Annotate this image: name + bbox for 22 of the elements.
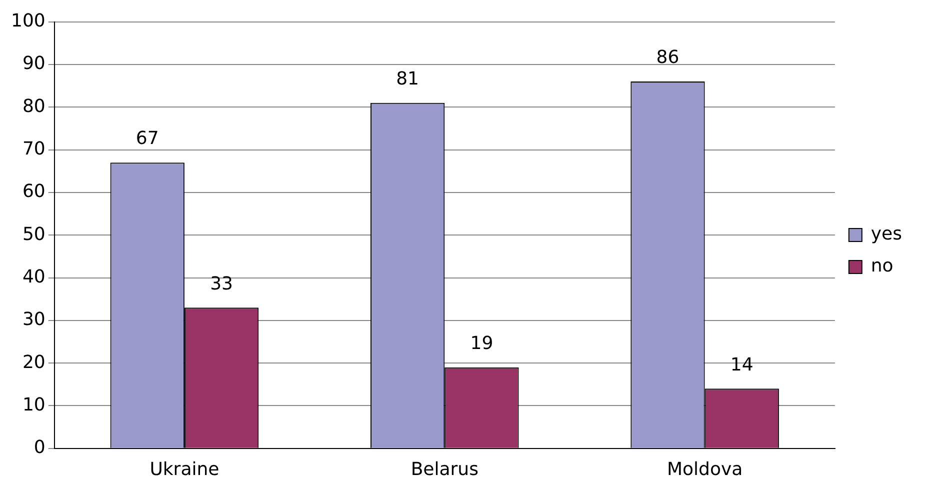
legend-label: yes bbox=[870, 224, 902, 245]
y-tick-label: 30 bbox=[22, 309, 46, 330]
data-label: 86 bbox=[656, 47, 680, 68]
data-label: 19 bbox=[470, 333, 494, 354]
data-label: 81 bbox=[396, 68, 420, 90]
data-label: 67 bbox=[136, 128, 159, 150]
y-tick-label: 100 bbox=[10, 10, 46, 32]
y-tick-label: 20 bbox=[22, 352, 46, 373]
x-tick-label: Moldova bbox=[666, 458, 743, 480]
y-tick-label: 70 bbox=[22, 138, 46, 160]
x-tick-label: Belarus bbox=[410, 458, 478, 480]
data-label: 33 bbox=[210, 273, 233, 294]
y-tick-label: 60 bbox=[22, 181, 46, 202]
y-tick-label: 40 bbox=[22, 266, 46, 288]
x-tick-label: Ukraine bbox=[150, 458, 220, 480]
y-tick-label: 0 bbox=[34, 437, 46, 458]
data-label: 14 bbox=[730, 354, 754, 376]
y-tick-label: 90 bbox=[22, 53, 46, 74]
y-tick-label: 50 bbox=[22, 224, 46, 245]
legend-label: no bbox=[870, 256, 894, 277]
y-tick-label: 80 bbox=[22, 96, 46, 117]
y-tick-label: 10 bbox=[22, 394, 46, 416]
